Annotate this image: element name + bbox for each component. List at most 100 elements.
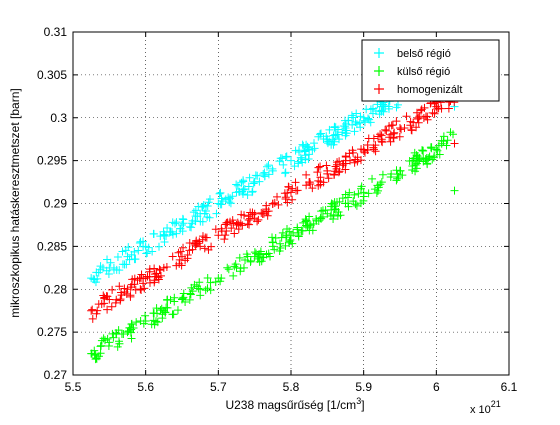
data-point-scatter (317, 207, 326, 216)
data-point-scatter (137, 286, 146, 295)
data-point (196, 242, 205, 251)
data-point-scatter (412, 108, 421, 117)
data-point-scatter (362, 105, 371, 114)
data-point-scatter (253, 171, 262, 180)
data-point (159, 231, 168, 240)
data-point-scatter (158, 314, 167, 323)
data-point-scatter (418, 146, 427, 155)
series-3 (87, 87, 459, 323)
data-point-scatter (88, 305, 97, 314)
data-point-scatter (106, 258, 115, 267)
data-point-scatter (151, 272, 160, 281)
x-tick-label: 6.1 (501, 380, 518, 394)
data-point-scatter (316, 173, 325, 182)
data-point-scatter (371, 147, 380, 156)
data-point-scatter (433, 146, 442, 155)
data-point-scatter (116, 295, 125, 304)
data-point-scatter (212, 209, 221, 218)
data-point-scatter (387, 170, 396, 179)
data-point-scatter (351, 200, 360, 209)
data-point-scatter (146, 278, 155, 287)
data-point-scatter (356, 123, 365, 132)
data-point-scatter (215, 189, 224, 198)
data-point-scatter (113, 253, 122, 262)
data-point-scatter (203, 273, 212, 282)
data-point (178, 220, 186, 229)
data-point (87, 349, 96, 358)
data-point-scatter (302, 170, 311, 179)
data-point-scatter (294, 159, 303, 168)
data-point-scatter (439, 132, 448, 141)
data-point-scatter (118, 247, 127, 256)
data-point (414, 156, 423, 165)
data-point-scatter (198, 203, 207, 212)
data-point-scatter (338, 194, 347, 203)
data-point-scatter (222, 227, 231, 236)
data-point-scatter (356, 156, 365, 165)
data-point-scatter (373, 100, 382, 109)
data-point-scatter (149, 229, 158, 238)
data-point-scatter (408, 166, 417, 175)
data-point-scatter (310, 144, 319, 153)
data-point-scatter (176, 247, 185, 256)
data-point (232, 188, 241, 197)
data-point-scatter (156, 306, 165, 315)
data-point-scatter (168, 252, 177, 261)
data-point-scatter (392, 176, 401, 185)
data-point-scatter (392, 117, 401, 126)
legend-box (361, 39, 500, 102)
data-point-scatter (97, 341, 106, 350)
data-point-scatter (186, 289, 195, 298)
data-point-scatter (255, 257, 264, 266)
data-point-scatter (330, 205, 339, 214)
data-point-scatter (273, 192, 282, 201)
data-point-scatter (149, 316, 158, 325)
data-point-scatter (409, 118, 418, 127)
data-point-scatter (449, 130, 458, 139)
data-point-scatter (239, 263, 248, 272)
data-point-scatter (109, 333, 118, 342)
data-point (359, 145, 368, 154)
legend-entry: külső régió (374, 66, 450, 78)
data-point-scatter (229, 219, 238, 228)
data-point-scatter (293, 186, 302, 195)
data-point-scatter (240, 185, 249, 194)
data-point-scatter (263, 211, 272, 220)
data-point-scatter (364, 114, 373, 123)
data-point-scatter (196, 217, 205, 226)
data-point-scatter (280, 189, 289, 198)
data-point-scatter (232, 180, 241, 189)
data-point-scatter (221, 195, 230, 204)
data-point-scatter (228, 192, 237, 201)
data-point (105, 338, 114, 347)
data-point-scatter (130, 247, 139, 256)
data-point-scatter (369, 143, 378, 152)
data-point-scatter (185, 222, 194, 231)
data-point-scatter (268, 233, 277, 242)
y-tick-label: 0.275 (37, 325, 67, 339)
data-point-scatter (284, 182, 293, 191)
data-point-scatter (216, 188, 225, 197)
data-point-scatter (157, 304, 166, 313)
data-point-scatter (195, 278, 204, 287)
data-point-scatter (276, 154, 285, 163)
data-point-scatter (369, 134, 378, 143)
data-point-scatter (149, 309, 158, 318)
data-point-scatter (416, 106, 425, 115)
data-point-scatter (254, 215, 263, 224)
data-point-scatter (301, 217, 310, 226)
data-point-scatter (97, 336, 106, 345)
data-point-scatter (115, 282, 124, 291)
data-point (87, 306, 96, 315)
y-tick-label: 0.295 (37, 154, 67, 168)
data-point (87, 274, 96, 283)
x-axis-label: U238 magsűrűség [1/cm3] (225, 396, 364, 412)
data-point-scatter (221, 231, 230, 240)
x-multiplier-base: x 10 (470, 404, 491, 416)
data-point-scatter (329, 210, 338, 219)
data-point-scatter (259, 170, 268, 179)
data-point-scatter (306, 179, 315, 188)
data-point-scatter (421, 112, 430, 121)
